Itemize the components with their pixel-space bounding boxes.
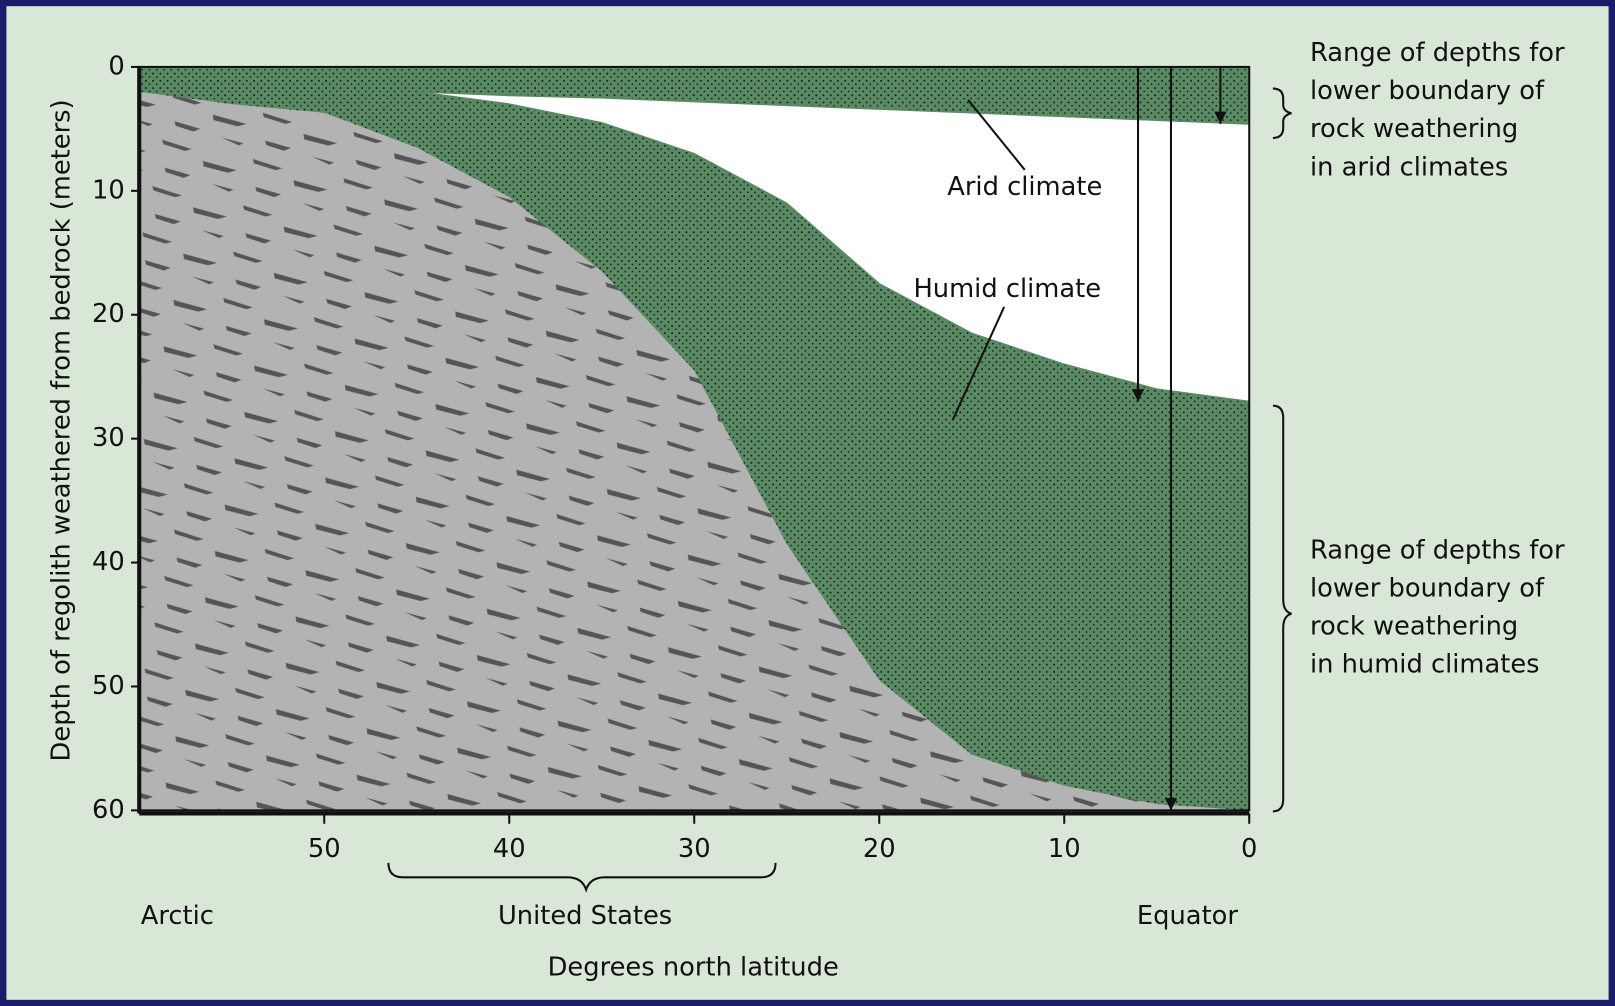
x-tick-label: 30 [678,834,711,864]
leader-line [967,99,1026,171]
y-axis-label: Depth of regolith weathered from bedrock… [47,99,77,761]
y-tick-label: 10 [92,175,125,205]
x-tick-label: 10 [1048,834,1081,864]
y-tick-label: 0 [108,51,124,81]
arrow-head [1164,798,1178,811]
y-tick-label: 60 [92,795,125,825]
x-tick-label: 40 [493,834,526,864]
range-note: rock weathering [1310,114,1518,144]
range-note: Range of depths for [1310,535,1565,565]
range-note: lower boundary of [1310,76,1545,106]
annotation: Equator [1137,901,1239,931]
plot [139,66,1250,811]
range-note: in arid climates [1310,152,1508,182]
brace [1272,404,1292,813]
x-tick-label: 50 [308,834,341,864]
y-tick-label: 30 [92,423,125,453]
brace [1272,87,1292,140]
x-tick-label: 20 [863,834,896,864]
brace [387,862,777,893]
arrow-head [1131,389,1145,402]
x-axis-label: Degrees north latitude [548,952,839,982]
arid-boundary [416,90,1250,125]
arrow-head [1214,111,1227,124]
annotation: Arctic [141,901,214,931]
y-tick-label: 40 [92,547,125,577]
y-tick-label: 20 [92,299,125,329]
x-tick-label: 0 [1241,834,1257,864]
series-label: Arid climate [947,172,1102,202]
humid-top-boundary [416,90,1250,403]
gap [416,91,1250,402]
annotation: United States [498,901,672,931]
range-note: Range of depths for [1310,38,1565,68]
range-note: rock weathering [1310,612,1518,642]
range-note: lower boundary of [1310,573,1545,603]
y-tick-label: 50 [92,671,125,701]
leader-line [951,306,1006,421]
range-note: in humid climates [1310,650,1540,680]
series-label: Humid climate [913,274,1101,304]
